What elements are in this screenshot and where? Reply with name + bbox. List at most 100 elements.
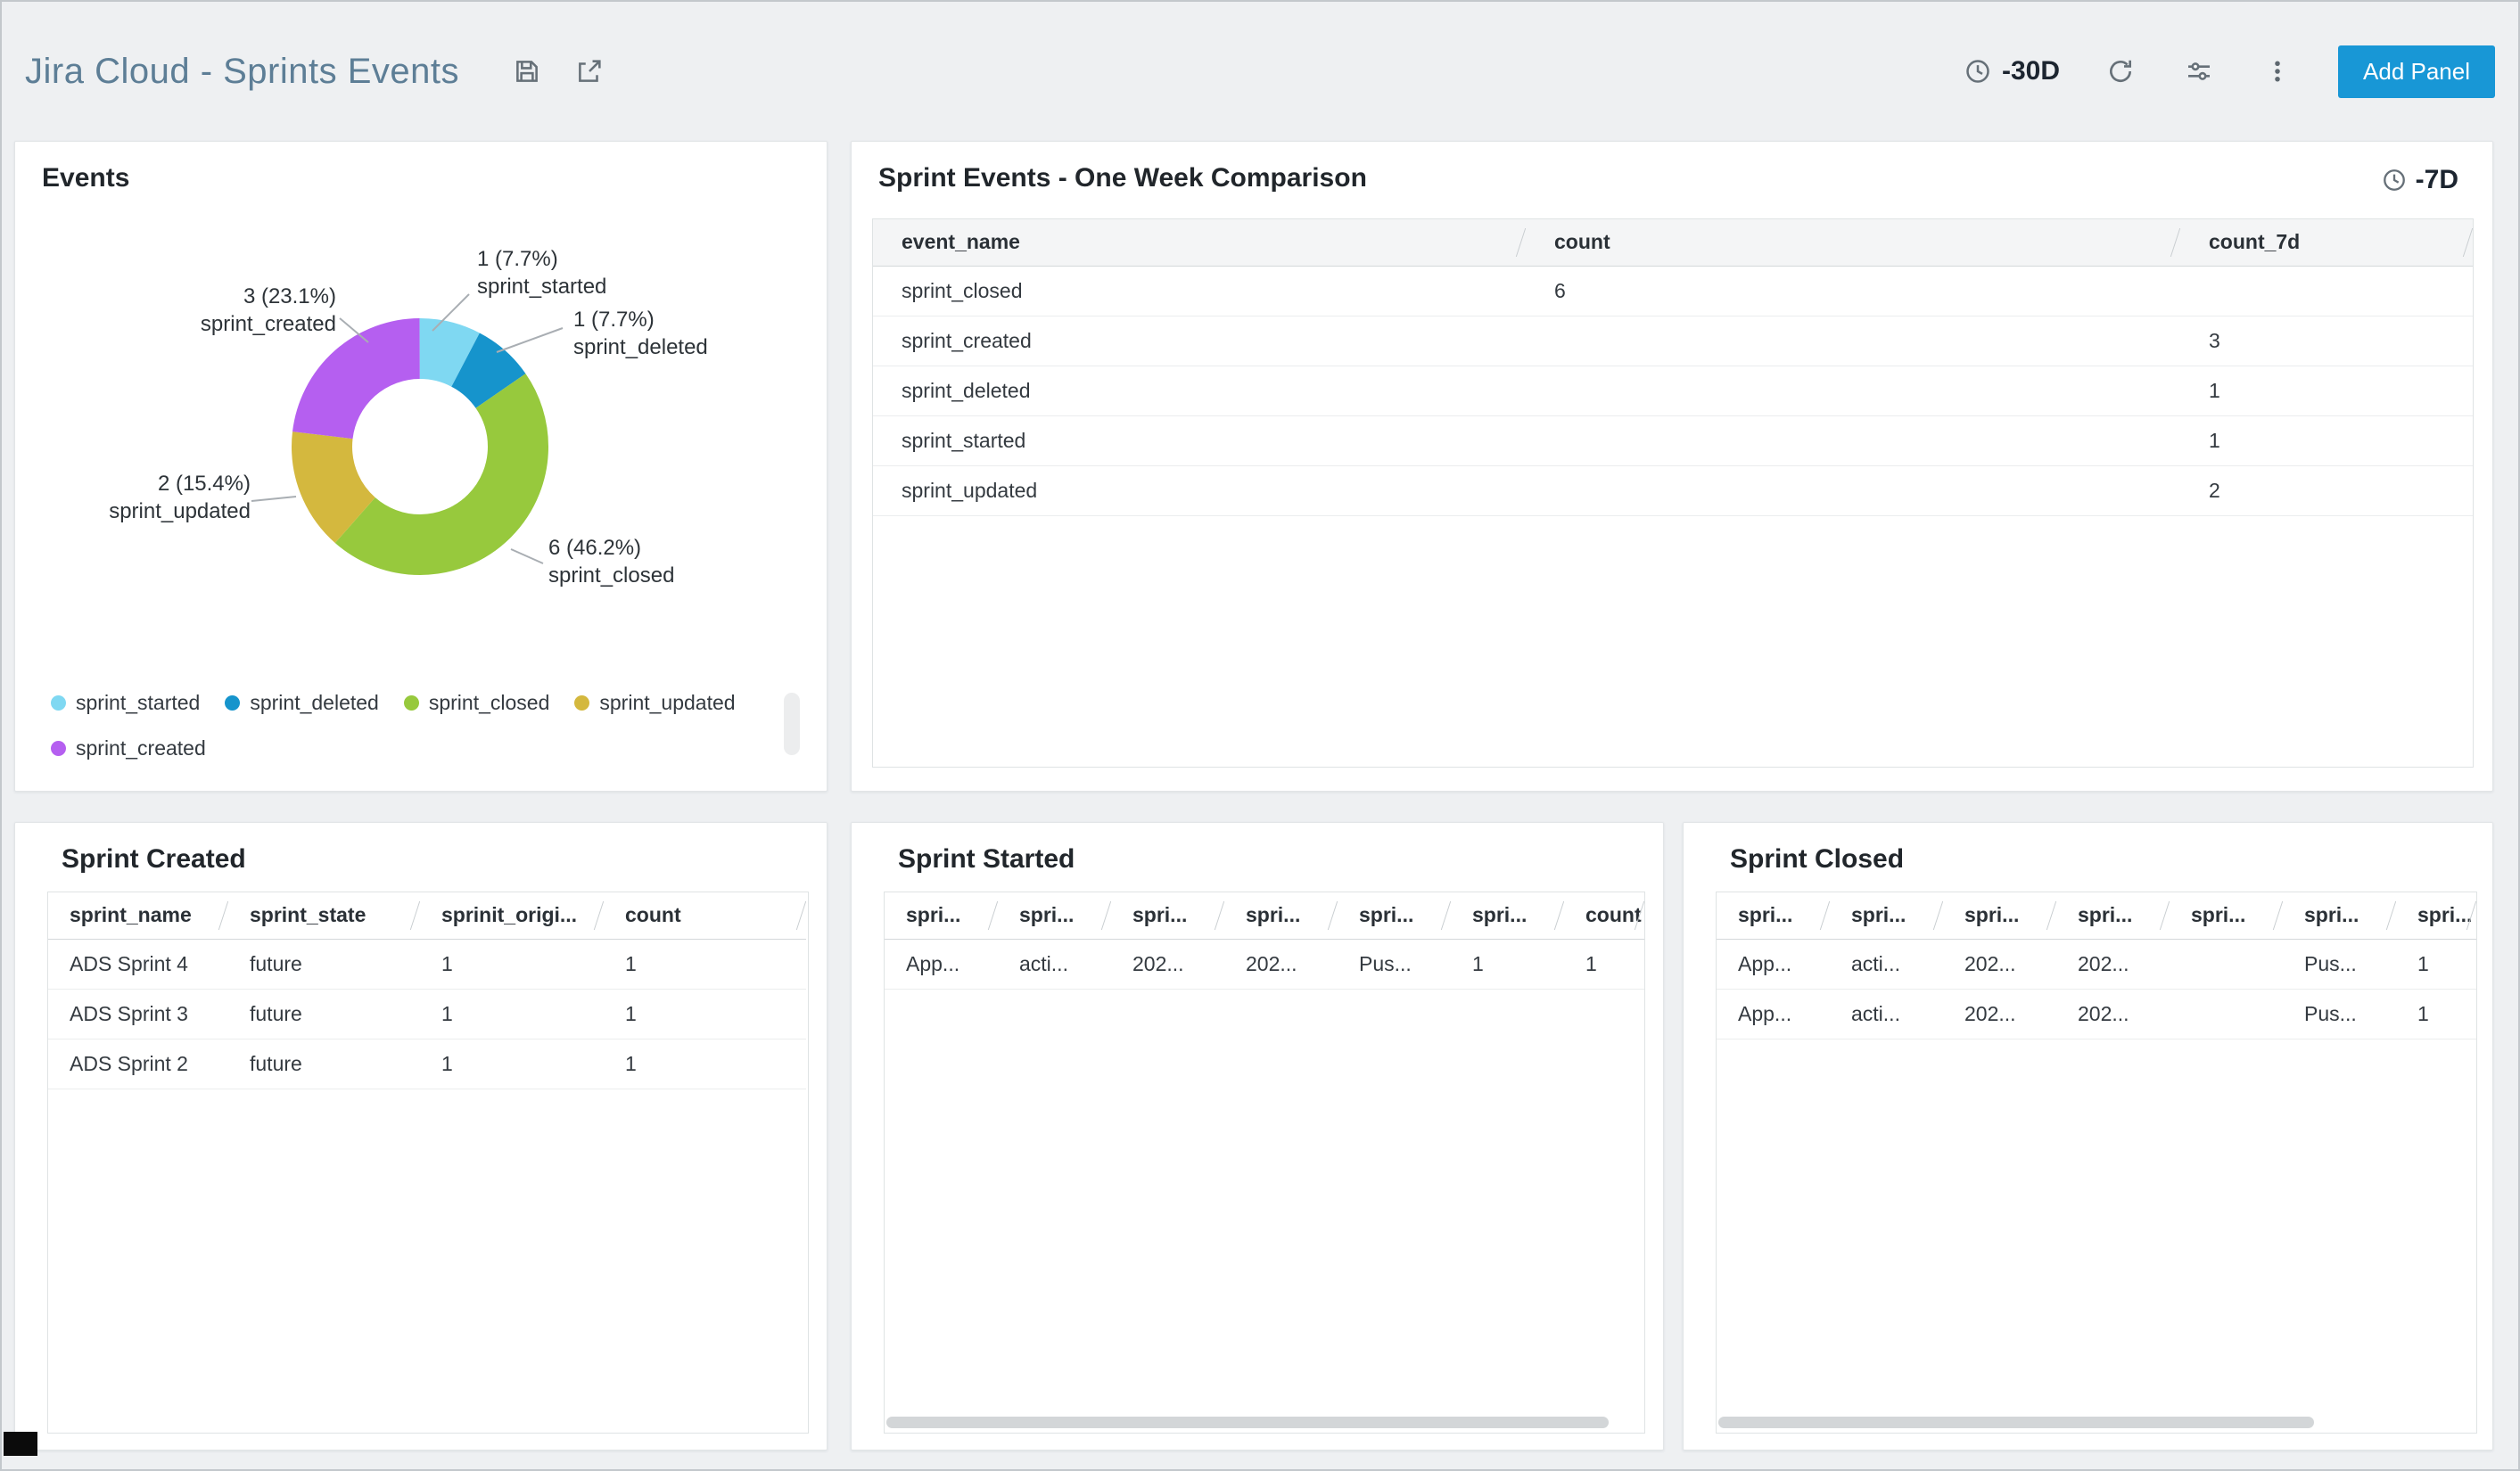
table-row[interactable]: App... acti... 202... 202... Pus... 1: [1717, 939, 2476, 990]
column-header[interactable]: spri...: [1224, 892, 1338, 940]
add-panel-button[interactable]: Add Panel: [2338, 45, 2495, 98]
table-row[interactable]: sprint_deleted 1: [873, 366, 2473, 416]
table-cell: [2180, 266, 2473, 316]
callout-value: 2 (15.4%): [157, 472, 251, 496]
table-cell: Pus...: [2283, 989, 2396, 1040]
table-cell: 1: [420, 939, 604, 990]
panel-time-range-button[interactable]: -7D: [2382, 165, 2458, 195]
refresh-button[interactable]: [2103, 53, 2138, 89]
column-header[interactable]: spri...: [885, 892, 998, 940]
donut-segment-sprint_started[interactable]: [292, 318, 548, 575]
share-button[interactable]: [572, 53, 607, 89]
table-row[interactable]: sprint_closed 6: [873, 266, 2473, 316]
column-header[interactable]: count: [1526, 219, 2180, 267]
table-cell: 202...: [1943, 939, 2056, 990]
legend-item-sprint_started[interactable]: sprint_started: [51, 691, 200, 715]
table-cell: 1: [2396, 939, 2476, 990]
column-header[interactable]: spri...: [2396, 892, 2476, 940]
table-cell: future: [228, 1039, 420, 1089]
table-row[interactable]: sprint_updated 2: [873, 465, 2473, 516]
save-button[interactable]: [509, 53, 545, 89]
table-row[interactable]: App... acti... 202... 202... Pus... 1: [1717, 989, 2476, 1040]
table-cell: 1: [604, 1039, 806, 1089]
table-cell: 1: [2180, 366, 2473, 416]
column-header[interactable]: spri...: [1451, 892, 1564, 940]
table-row[interactable]: ADS Sprint 2 future 1 1: [48, 1039, 806, 1089]
table-row[interactable]: App... acti... 202... 202... Pus... 1 1: [885, 939, 1644, 990]
filter-sliders-button[interactable]: [2181, 53, 2217, 89]
panel-events: Events 1 (7.7%) sprint_started 1 (7.7%) …: [14, 141, 828, 792]
sprint-closed-table: spri... spri... spri... spri... spri... spri.…: [1716, 892, 2477, 1434]
table-cell: App...: [1717, 939, 1830, 990]
table-cell: sprint_deleted: [873, 366, 1526, 416]
horizontal-scrollbar[interactable]: [1718, 1417, 2314, 1428]
column-header[interactable]: count_7d: [2180, 219, 2473, 267]
donut-callout-sprint-created: 3 (23.1%) sprint_created: [104, 283, 336, 338]
table-cell: future: [228, 939, 420, 990]
panel-title: Sprint Events - One Week Comparison: [878, 163, 1367, 193]
leader-line: [339, 317, 369, 343]
table-header-row: spri... spri... spri... spri... spri... spri.…: [1717, 892, 2476, 940]
donut-callout-sprint-updated: 2 (15.4%) sprint_updated: [53, 470, 251, 525]
column-header[interactable]: spri...: [1111, 892, 1224, 940]
table-cell: sprint_closed: [873, 266, 1526, 316]
donut-chart: [251, 293, 564, 575]
clock-icon: [1966, 60, 1989, 83]
table-header-row: sprint_name sprint_state sprinit_origi... c…: [48, 892, 806, 940]
callout-value: 3 (23.1%): [243, 284, 336, 308]
column-header[interactable]: sprint_state: [228, 892, 420, 940]
leader-line: [251, 496, 297, 502]
table-cell: 6: [1526, 266, 2180, 316]
donut-callout-sprint-deleted: 1 (7.7%) sprint_deleted: [573, 306, 708, 361]
legend-item-sprint_updated[interactable]: sprint_updated: [574, 691, 736, 715]
column-header[interactable]: sprinit_origi...: [420, 892, 604, 940]
column-header[interactable]: spri...: [1943, 892, 2056, 940]
table-cell: 2: [2180, 465, 2473, 516]
panel-title: Sprint Created: [62, 844, 246, 874]
table-cell: sprint_updated: [873, 465, 1526, 516]
time-range-label: -30D: [2001, 56, 2061, 86]
legend-item-sprint_created[interactable]: sprint_created: [51, 736, 206, 760]
column-header[interactable]: count: [1564, 892, 1644, 940]
table-cell: 1: [1564, 939, 1644, 990]
legend-item-sprint_closed[interactable]: sprint_closed: [403, 691, 549, 715]
legend-label: sprint_created: [76, 736, 206, 760]
column-header[interactable]: spri...: [1717, 892, 1830, 940]
column-header[interactable]: spri...: [2056, 892, 2170, 940]
column-header[interactable]: spri...: [2283, 892, 2396, 940]
table-cell: ADS Sprint 4: [48, 939, 228, 990]
column-header[interactable]: count: [604, 892, 806, 940]
legend-color-dot: [225, 695, 241, 711]
dashboard-header: Jira Cloud - Sprints Events -30D: [2, 2, 2518, 141]
leader-line: [510, 548, 544, 564]
column-header[interactable]: sprint_name: [48, 892, 228, 940]
legend-item-sprint_deleted[interactable]: sprint_deleted: [225, 691, 379, 715]
table-cell: sprint_created: [873, 316, 1526, 366]
dashboard-body: Events 1 (7.7%) sprint_started 1 (7.7%) …: [2, 141, 2518, 1450]
column-header[interactable]: spri...: [2170, 892, 2283, 940]
table-row[interactable]: sprint_created 3: [873, 316, 2473, 366]
clock-icon: [2383, 169, 2405, 191]
sliders-icon: [2188, 62, 2211, 80]
table-cell: 1: [2396, 989, 2476, 1040]
column-header[interactable]: spri...: [1830, 892, 1943, 940]
table-row[interactable]: ADS Sprint 3 future 1 1: [48, 989, 806, 1040]
table-row[interactable]: sprint_started 1: [873, 415, 2473, 466]
table-cell: acti...: [998, 939, 1111, 990]
kebab-menu-button[interactable]: [2260, 53, 2295, 89]
vertical-scrollbar[interactable]: [784, 693, 800, 755]
donut-segment-sprint_closed[interactable]: [292, 318, 548, 575]
table-row[interactable]: ADS Sprint 4 future 1 1: [48, 939, 806, 990]
table-cell: [2170, 939, 2283, 990]
table-cell: 202...: [1943, 989, 2056, 1040]
horizontal-scrollbar[interactable]: [886, 1417, 1609, 1428]
table-cell: 202...: [1224, 939, 1338, 990]
time-range-button[interactable]: -30D: [1964, 56, 2060, 86]
legend-color-dot: [574, 695, 590, 711]
donut-callout-sprint-closed: 6 (46.2%) sprint_closed: [548, 534, 674, 589]
column-header[interactable]: spri...: [1338, 892, 1451, 940]
column-header[interactable]: event_name: [873, 219, 1526, 267]
table-header-row: event_name count count_7d: [873, 219, 2473, 267]
donut-segment-sprint_updated[interactable]: [292, 318, 548, 575]
column-header[interactable]: spri...: [998, 892, 1111, 940]
